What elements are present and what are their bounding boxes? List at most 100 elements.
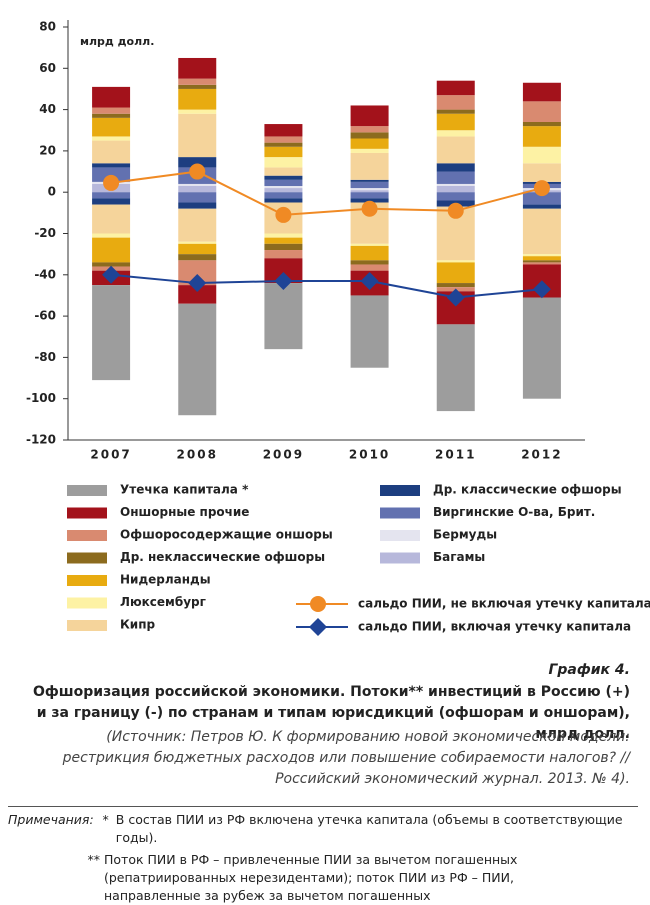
y-tick-label: -60 — [34, 309, 56, 323]
bar-segment — [92, 285, 131, 381]
bar-segment — [264, 186, 303, 189]
bar-segment — [178, 303, 217, 416]
bar-segment — [436, 80, 475, 96]
legend-swatch — [380, 485, 420, 496]
bar-segment — [264, 283, 303, 350]
line-marker — [447, 202, 464, 219]
bar-segment — [264, 136, 303, 143]
figure-label: График 4. — [548, 662, 630, 678]
bar-segment — [92, 204, 131, 234]
legend-swatch — [380, 552, 420, 564]
legend-label: Др. неклассические офшоры — [120, 550, 325, 564]
bar-segment — [178, 57, 217, 79]
bar-segment — [522, 256, 561, 261]
bar-segment — [522, 126, 561, 147]
bar-segment — [178, 78, 217, 85]
y-tick-label: -100 — [26, 391, 56, 405]
line-marker — [102, 265, 121, 284]
bar-segment — [350, 192, 389, 199]
legend-marker — [310, 596, 326, 612]
bar-segment — [436, 283, 475, 288]
bar-segment — [264, 192, 303, 199]
x-tick-label: 2009 — [263, 448, 304, 462]
bar-segment — [178, 192, 217, 203]
bar-segment — [350, 181, 389, 189]
page: млрд долл. -120 -100 -80 -60 -40 -20 0 20 40 60 80… — [8, 19, 650, 903]
x-tick-label: 2011 — [435, 448, 476, 462]
line-marker — [360, 271, 379, 290]
bar-segment — [264, 188, 303, 193]
bar-segment — [436, 192, 475, 201]
x-tick-label: 2008 — [177, 448, 218, 462]
bar-segment — [264, 198, 303, 203]
bar-segment — [350, 105, 389, 127]
bar-segment — [178, 243, 217, 255]
bar-segment — [178, 241, 217, 244]
bar-segment — [350, 179, 389, 182]
legend-swatch — [380, 530, 420, 541]
bar-segment — [178, 186, 217, 193]
bar-segment — [92, 107, 131, 114]
bar-segment — [264, 157, 303, 168]
note-mark: * — [102, 812, 109, 827]
bar-segment — [264, 237, 303, 244]
bar-segment — [178, 84, 217, 89]
bar-segment — [522, 297, 561, 399]
bar-segment — [92, 136, 131, 141]
bar-segment — [92, 140, 131, 164]
bar-segment — [264, 167, 303, 176]
legend-label: Багамы — [433, 550, 485, 564]
bar-segment — [264, 233, 303, 238]
legend-label: Офшоросодержащие оншоры — [120, 528, 333, 542]
bar-segment — [436, 113, 475, 131]
bar-segment — [92, 167, 131, 182]
bar-segment — [350, 148, 389, 153]
y-tick-label: -80 — [34, 350, 56, 364]
bar-segment — [264, 142, 303, 147]
note: В состав ПИИ из РФ включена утечка капит… — [115, 812, 623, 845]
notes: Примечания: * В состав ПИИ из РФ включена … — [8, 806, 638, 905]
bar-segment — [92, 163, 131, 168]
bar-segment — [178, 285, 217, 304]
bar-segment — [522, 262, 561, 265]
bar-segment — [350, 132, 389, 139]
bar-segment — [92, 117, 131, 137]
y-tick-label: 40 — [39, 102, 56, 116]
bar-segment — [350, 188, 389, 191]
line-marker — [189, 163, 206, 180]
legend-swatch — [67, 597, 107, 609]
line — [110, 170, 543, 216]
bar-segment — [522, 208, 561, 255]
line-marker — [274, 271, 293, 290]
line-marker — [103, 174, 120, 191]
figure-source: (Источник: Петров Ю. К формированию ново… — [62, 729, 630, 787]
bar-segment — [522, 146, 561, 164]
y-tick-label: 80 — [39, 20, 56, 34]
line — [110, 273, 543, 299]
bar-segment — [522, 260, 561, 263]
bar-segment — [92, 198, 131, 205]
x-tick-label: 2007 — [90, 448, 131, 462]
line-marker — [275, 206, 292, 223]
bar-segment — [264, 243, 303, 251]
y-tick-label: 0 — [48, 185, 56, 199]
bar-segment — [178, 202, 217, 209]
notes-label: Примечания: — [8, 812, 94, 827]
bar-segment — [522, 82, 561, 102]
bar-segment — [436, 109, 475, 114]
legend-label: Утечка капитала * — [120, 483, 249, 497]
bar-segment — [264, 146, 303, 158]
legend-swatch — [67, 530, 107, 541]
bar-segment — [522, 163, 561, 182]
line-marker — [533, 180, 550, 197]
bar-segment — [178, 109, 217, 114]
bar-segment — [436, 130, 475, 137]
bar-segment — [92, 86, 131, 108]
bar-segment — [92, 113, 131, 118]
line-marker — [532, 280, 551, 299]
bar-segment — [436, 171, 475, 184]
legend-swatch — [67, 575, 107, 586]
bar-segment — [92, 237, 131, 263]
line-marker — [446, 288, 465, 307]
bar-segment — [178, 183, 217, 187]
